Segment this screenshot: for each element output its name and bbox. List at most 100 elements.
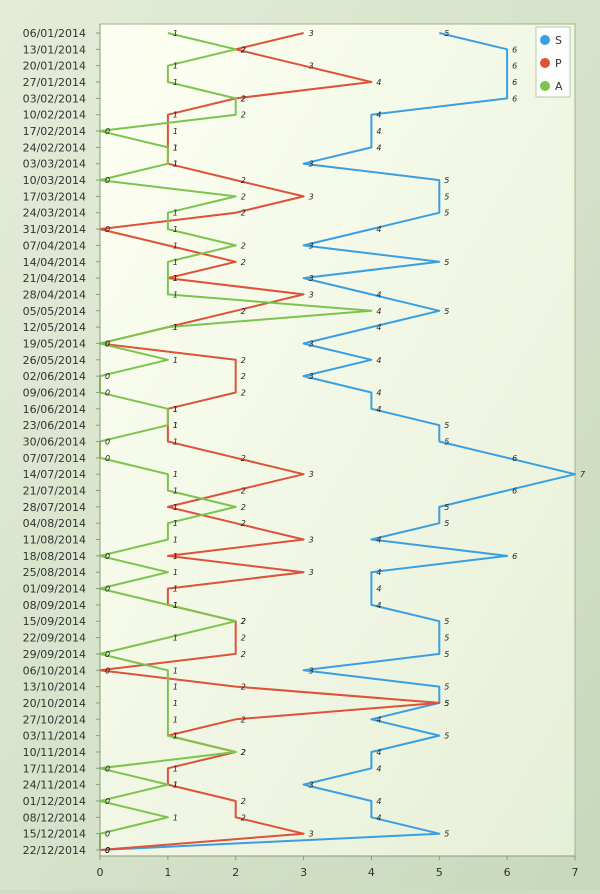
y-tick-label: 06/01/2014 xyxy=(23,27,86,40)
x-tick-label: 1 xyxy=(164,866,171,879)
data-label: 5 xyxy=(444,699,449,708)
data-label: 6 xyxy=(512,552,517,561)
data-label: 3 xyxy=(309,241,314,250)
data-label: 5 xyxy=(444,617,449,626)
y-tick-label: 12/05/2014 xyxy=(23,321,86,334)
data-label: 2 xyxy=(241,617,246,626)
data-label: 4 xyxy=(376,715,381,724)
data-label: 1 xyxy=(173,683,178,692)
data-label: 2 xyxy=(241,372,246,381)
data-label: 5 xyxy=(444,503,449,512)
y-tick-label: 03/03/2014 xyxy=(23,158,86,171)
data-label: 5 xyxy=(444,650,449,659)
data-label: 5 xyxy=(444,421,449,430)
data-label: 1 xyxy=(173,274,178,283)
data-label: 2 xyxy=(241,650,246,659)
x-tick-label: 2 xyxy=(232,866,239,879)
plot-area xyxy=(99,23,576,857)
y-tick-label: 02/06/2014 xyxy=(23,370,86,383)
y-tick-label: 30/06/2014 xyxy=(23,436,86,449)
data-label: 0 xyxy=(105,454,110,463)
y-tick-label: 22/09/2014 xyxy=(23,632,86,645)
data-label: 3 xyxy=(309,274,314,283)
data-label: 1 xyxy=(173,585,178,594)
data-label: 0 xyxy=(105,650,110,659)
data-label: 3 xyxy=(309,568,314,577)
data-label: 1 xyxy=(173,225,178,234)
data-label: 2 xyxy=(241,683,246,692)
legend-label: P xyxy=(555,57,562,70)
data-label: 1 xyxy=(173,568,178,577)
y-tick-label: 13/01/2014 xyxy=(23,43,86,56)
legend-label: S xyxy=(555,34,562,47)
x-tick-label: 6 xyxy=(504,866,511,879)
data-label: 4 xyxy=(376,290,381,299)
data-label: 3 xyxy=(309,160,314,169)
y-tick-label: 14/04/2014 xyxy=(23,256,86,269)
y-tick-label: 03/11/2014 xyxy=(23,730,86,743)
data-label: 1 xyxy=(173,421,178,430)
y-tick-label: 25/08/2014 xyxy=(23,566,86,579)
y-tick-label: 21/04/2014 xyxy=(23,272,86,285)
legend-marker-s xyxy=(540,35,550,45)
data-label: 6 xyxy=(512,62,517,71)
y-tick-label: 31/03/2014 xyxy=(23,223,86,236)
data-label: 2 xyxy=(241,617,246,626)
y-tick-label: 28/07/2014 xyxy=(23,501,86,514)
data-label: 6 xyxy=(512,78,517,87)
data-label: 1 xyxy=(173,732,178,741)
data-label: 5 xyxy=(444,258,449,267)
data-label: 1 xyxy=(173,438,178,447)
data-label: 0 xyxy=(105,764,110,773)
y-tick-label: 05/05/2014 xyxy=(23,305,86,318)
legend: SPA xyxy=(535,26,571,98)
y-tick-label: 09/06/2014 xyxy=(23,386,86,399)
data-label: 1 xyxy=(173,143,178,152)
y-tick-label: 27/10/2014 xyxy=(23,713,86,726)
y-tick-label: 04/08/2014 xyxy=(23,517,86,530)
data-label: 3 xyxy=(309,372,314,381)
data-label: 2 xyxy=(241,111,246,120)
data-label: 3 xyxy=(309,536,314,545)
data-label: 1 xyxy=(173,536,178,545)
data-label: 4 xyxy=(376,225,381,234)
y-tick-label: 26/05/2014 xyxy=(23,354,86,367)
data-label: 0 xyxy=(105,846,110,855)
y-tick-label: 10/03/2014 xyxy=(23,174,86,187)
data-label: 5 xyxy=(444,519,449,528)
data-label: 0 xyxy=(105,388,110,397)
data-label: 3 xyxy=(309,29,314,38)
y-tick-label: 06/10/2014 xyxy=(23,664,86,677)
data-label: 1 xyxy=(173,666,178,675)
data-label: 4 xyxy=(376,405,381,414)
data-label: 0 xyxy=(105,846,110,855)
data-label: 1 xyxy=(173,160,178,169)
data-label: 5 xyxy=(444,176,449,185)
data-label: 5 xyxy=(444,209,449,218)
series-line-s xyxy=(99,32,576,851)
data-label: 4 xyxy=(376,143,381,152)
y-tick-label: 03/02/2014 xyxy=(23,92,86,105)
y-tick-label: 28/04/2014 xyxy=(23,288,86,301)
y-tick-label: 10/11/2014 xyxy=(23,746,86,759)
data-label: 2 xyxy=(241,813,246,822)
data-label: 2 xyxy=(241,388,246,397)
data-label: 1 xyxy=(173,503,178,512)
data-label: 5 xyxy=(444,830,449,839)
data-label: 4 xyxy=(376,797,381,806)
y-tick-label: 08/09/2014 xyxy=(23,599,86,612)
data-label: 1 xyxy=(173,764,178,773)
data-label: 4 xyxy=(376,536,381,545)
y-tick-label: 23/06/2014 xyxy=(23,419,86,432)
data-label: 5 xyxy=(444,732,449,741)
data-label: 1 xyxy=(173,323,178,332)
data-label: 4 xyxy=(376,356,381,365)
data-label: 3 xyxy=(309,192,314,201)
x-axis: 0 1 2 3 4 5 6 7 xyxy=(97,855,579,879)
data-label: 4 xyxy=(376,323,381,332)
data-label: 1 xyxy=(173,470,178,479)
data-label: 1 xyxy=(173,290,178,299)
data-label: 6 xyxy=(512,45,517,54)
data-label: 4 xyxy=(376,127,381,136)
